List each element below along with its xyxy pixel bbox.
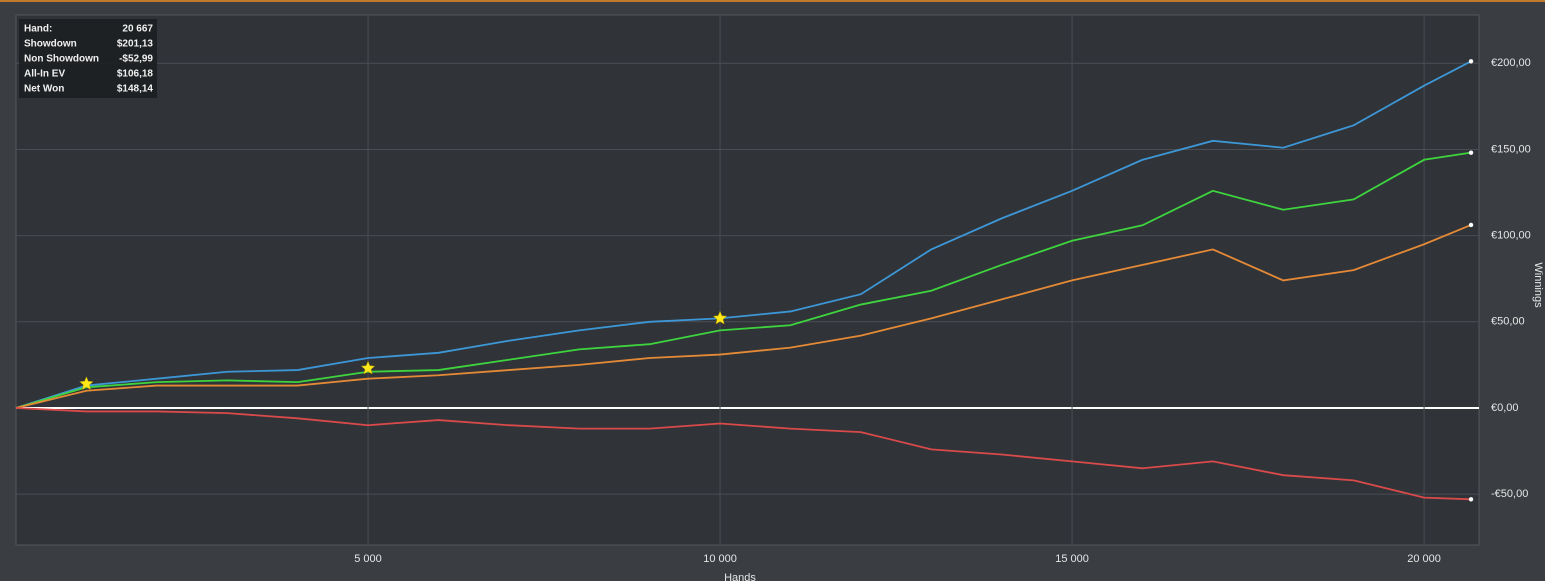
y-tick-label: €150,00 — [1491, 143, 1531, 155]
x-tick-label: 5 000 — [354, 553, 382, 565]
y-tick-label: €100,00 — [1491, 230, 1531, 242]
series-line — [15, 407, 1472, 501]
summary-value: -$52,99 — [119, 54, 153, 65]
y-tick-label: €0,00 — [1491, 402, 1519, 414]
top-border — [0, 0, 1545, 2]
summary-label: Net Won — [24, 84, 64, 95]
summary-value: $148,14 — [117, 84, 154, 95]
summary-value: $201,13 — [117, 39, 154, 50]
end-point — [1468, 150, 1474, 155]
series-line — [15, 60, 1472, 409]
summary-background — [19, 19, 157, 98]
highlight-star — [360, 360, 376, 375]
summary-value: $106,18 — [117, 69, 154, 80]
y-tick-label: -€50,00 — [1491, 488, 1528, 500]
x-tick-label: 10 000 — [703, 553, 737, 565]
summary-box: Hand: 20 667 Showdown $201,13 Non Showdown -$… — [19, 19, 157, 98]
summary-label: Showdown — [24, 39, 77, 50]
highlight-star — [712, 310, 728, 325]
summary-label: Hand: — [24, 24, 52, 35]
end-point — [1468, 222, 1474, 228]
plot-area — [15, 14, 1480, 546]
series-line — [15, 151, 1472, 409]
highlight-star — [79, 376, 94, 391]
x-axis-label: Hands — [724, 572, 756, 581]
y-tick-label: €200,00 — [1491, 57, 1531, 69]
summary-label: Non Showdown — [24, 54, 99, 65]
end-point — [1468, 59, 1474, 64]
end-point — [1468, 497, 1474, 502]
x-tick-label: 20 000 — [1407, 553, 1441, 565]
summary-value: 20 667 — [122, 24, 153, 35]
series-line — [15, 224, 1472, 409]
y-tick-label: €50,00 — [1491, 316, 1525, 328]
summary-label: All-In EV — [24, 69, 65, 80]
x-tick-label: 15 000 — [1055, 553, 1089, 565]
y-axis-label: Winnings — [1532, 262, 1544, 308]
